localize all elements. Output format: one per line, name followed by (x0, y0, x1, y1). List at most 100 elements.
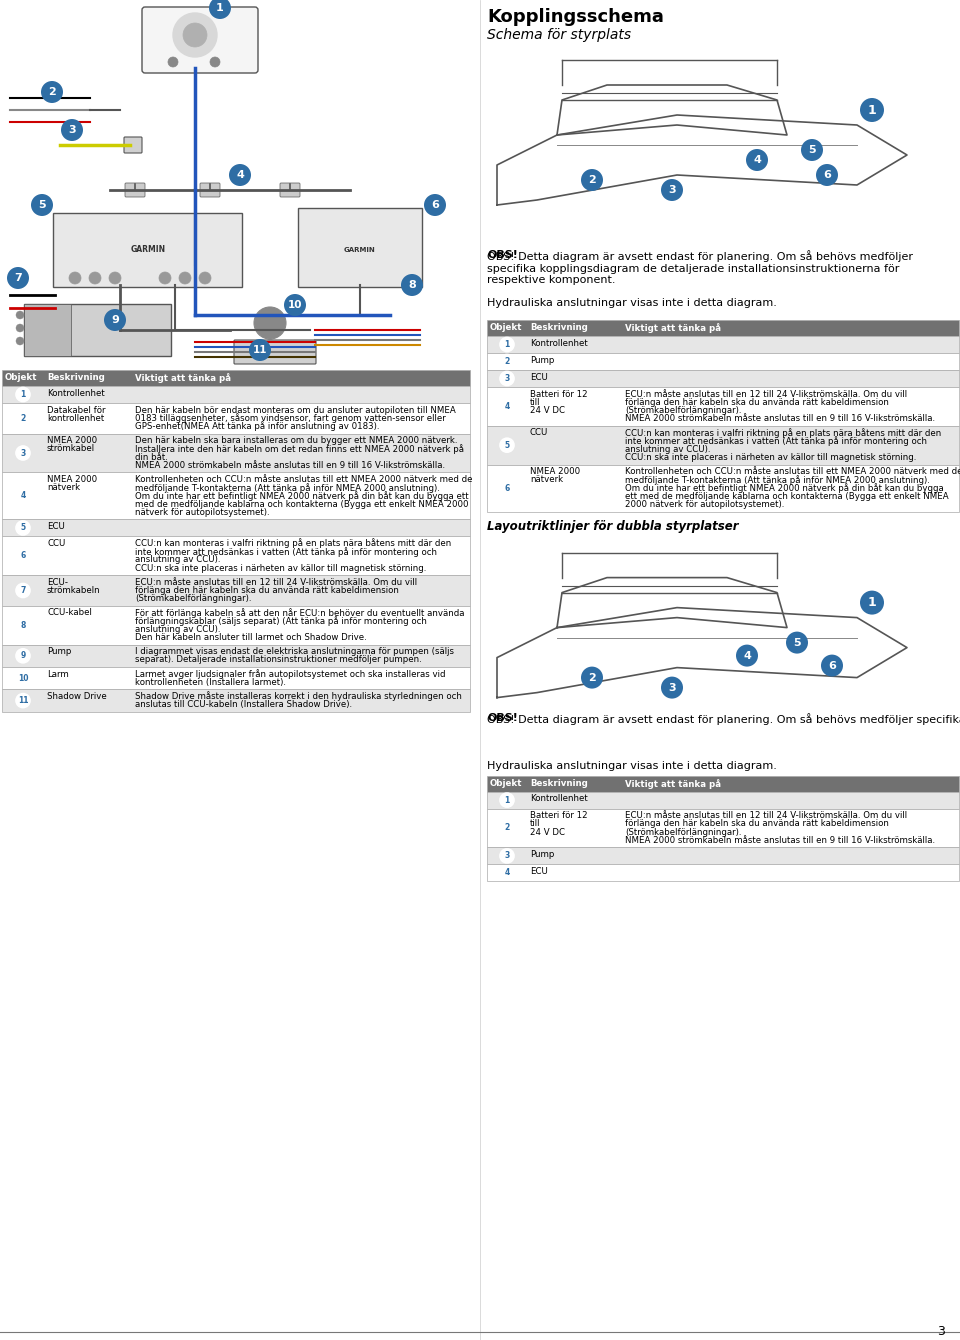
Text: Om du inte har ett befintligt NMEA 2000 nätverk på din båt kan du bygga: Om du inte har ett befintligt NMEA 2000 … (625, 484, 944, 493)
Circle shape (736, 645, 758, 666)
Circle shape (424, 194, 446, 216)
Circle shape (16, 489, 30, 502)
Text: Pump: Pump (530, 850, 554, 859)
Text: anslutning av CCU).: anslutning av CCU). (135, 624, 221, 634)
Text: Shadow Drive måste installeras korrekt i den hydrauliska styrledningen och: Shadow Drive måste installeras korrekt i… (135, 691, 462, 701)
Circle shape (816, 163, 838, 186)
Circle shape (16, 583, 30, 598)
Text: CCU-kabel: CCU-kabel (47, 608, 92, 618)
Circle shape (209, 0, 231, 19)
Circle shape (860, 591, 884, 615)
Text: förlänga den här kabeln ska du använda rätt kabeldimension: förlänga den här kabeln ska du använda r… (625, 398, 889, 407)
Text: 2: 2 (504, 356, 510, 366)
Circle shape (500, 371, 514, 386)
FancyBboxPatch shape (2, 645, 470, 667)
Text: 2: 2 (20, 414, 26, 423)
Circle shape (821, 655, 843, 677)
Circle shape (249, 339, 271, 360)
Text: ett med de medföljande kablarna och kontakterna (Bygga ett enkelt NMEA: ett med de medföljande kablarna och kont… (625, 492, 948, 501)
Text: till: till (530, 819, 540, 828)
Text: 24 V DC: 24 V DC (530, 406, 565, 415)
Text: (Strömkabelförlängningar).: (Strömkabelförlängningar). (625, 828, 741, 836)
FancyBboxPatch shape (2, 520, 470, 536)
Text: 0183 tilläggsenheter, såsom vindsensor, fart genom vatten-sensor eller: 0183 tilläggsenheter, såsom vindsensor, … (135, 413, 445, 423)
Text: Kontrollenhet: Kontrollenhet (530, 339, 588, 347)
Text: Shadow Drive: Shadow Drive (47, 691, 107, 701)
Text: 10: 10 (17, 674, 28, 682)
Circle shape (661, 677, 683, 698)
Circle shape (31, 194, 53, 216)
Text: separat). Detaljerade installationsinstruktioner medföljer pumpen.: separat). Detaljerade installationsinstr… (135, 655, 421, 665)
Circle shape (16, 649, 30, 663)
Text: Datakabel för: Datakabel för (47, 406, 106, 414)
Text: I diagrammet visas endast de elektriska anslutningarna för pumpen (säljs: I diagrammet visas endast de elektriska … (135, 647, 454, 657)
Text: Beskrivning: Beskrivning (47, 374, 105, 382)
Text: Viktigt att tänka på: Viktigt att tänka på (625, 779, 721, 788)
Text: Den här kabeln ansluter till larmet och Shadow Drive.: Den här kabeln ansluter till larmet och … (135, 632, 367, 642)
Text: strömkabel: strömkabel (47, 445, 95, 453)
Text: Kontrollenheten och CCU:n måste anslutas till ett NMEA 2000 nätverk med de: Kontrollenheten och CCU:n måste anslutas… (625, 468, 960, 476)
Text: kontrollenhet: kontrollenhet (47, 414, 105, 423)
Text: Objekt: Objekt (5, 374, 37, 382)
FancyBboxPatch shape (2, 370, 470, 386)
Text: 3: 3 (20, 449, 26, 457)
Circle shape (179, 272, 191, 284)
Text: Hydrauliska anslutningar visas inte i detta diagram.: Hydrauliska anslutningar visas inte i de… (487, 761, 777, 770)
Text: kontrollenheten (Installera larmet).: kontrollenheten (Installera larmet). (135, 678, 286, 687)
Circle shape (41, 80, 63, 103)
Text: ECU:n måste anslutas till en 12 till 24 V-likströmskälla. Om du vill: ECU:n måste anslutas till en 12 till 24 … (625, 811, 907, 820)
Text: förlänga den här kabeln ska du använda rätt kabeldimension: förlänga den här kabeln ska du använda r… (135, 586, 398, 595)
Text: ECU:n måste anslutas till en 12 till 24 V-likströmskälla. Om du vill: ECU:n måste anslutas till en 12 till 24 … (135, 578, 418, 587)
FancyBboxPatch shape (200, 184, 220, 197)
Text: 6: 6 (504, 484, 510, 493)
Text: 6: 6 (20, 551, 26, 560)
Text: 7: 7 (20, 586, 26, 595)
Text: Den här kabeln ska bara installeras om du bygger ett NMEA 2000 nätverk.: Den här kabeln ska bara installeras om d… (135, 437, 458, 445)
Text: anslutning av CCU).: anslutning av CCU). (135, 555, 221, 564)
Text: 2: 2 (48, 87, 56, 96)
FancyBboxPatch shape (2, 386, 470, 403)
Text: ECU-: ECU- (47, 578, 68, 587)
Text: (Strömkabelförlängningar).: (Strömkabelförlängningar). (625, 406, 741, 415)
Circle shape (500, 399, 514, 414)
Text: Kontrollenhet: Kontrollenhet (530, 795, 588, 803)
Text: NMEA 2000 strömkabeln måste anslutas till en 9 till 16 V-likströmskälla.: NMEA 2000 strömkabeln måste anslutas til… (625, 836, 935, 844)
Circle shape (159, 272, 171, 284)
Text: 3: 3 (504, 851, 510, 860)
Text: 9: 9 (20, 651, 26, 661)
Circle shape (229, 163, 251, 186)
Text: 6: 6 (823, 170, 831, 180)
Text: Kontrollenhet: Kontrollenhet (47, 389, 105, 398)
Circle shape (16, 694, 30, 708)
Circle shape (16, 446, 30, 460)
Text: nätverk: nätverk (47, 484, 80, 492)
Circle shape (500, 481, 514, 494)
Text: GARMIN: GARMIN (344, 247, 376, 253)
Circle shape (109, 272, 121, 284)
Circle shape (16, 311, 24, 319)
Text: För att förlänga kabeln så att den når ECU:n behöver du eventuellt använda: För att förlänga kabeln så att den når E… (135, 608, 465, 618)
Text: 3: 3 (68, 125, 76, 135)
Text: 8: 8 (408, 280, 416, 289)
FancyBboxPatch shape (125, 184, 145, 197)
FancyBboxPatch shape (487, 387, 959, 426)
Circle shape (786, 631, 808, 654)
Circle shape (500, 338, 514, 351)
Circle shape (16, 387, 30, 402)
Text: GPS-enhet(NMEA Att tänka på inför anslutning av 0183).: GPS-enhet(NMEA Att tänka på inför anslut… (135, 422, 379, 431)
Circle shape (61, 119, 83, 141)
Text: 2: 2 (588, 673, 596, 682)
Text: Installera inte den här kabeln om det redan finns ett NMEA 2000 nätverk på: Installera inte den här kabeln om det re… (135, 444, 464, 454)
Circle shape (69, 272, 81, 284)
Circle shape (16, 336, 24, 344)
FancyBboxPatch shape (487, 426, 959, 465)
FancyBboxPatch shape (124, 137, 142, 153)
Text: 11: 11 (17, 695, 28, 705)
Text: Den här kabeln bör endast monteras om du ansluter autopiloten till NMEA: Den här kabeln bör endast monteras om du… (135, 406, 456, 414)
Text: 9: 9 (111, 315, 119, 326)
FancyBboxPatch shape (234, 340, 316, 364)
Text: OBS! Detta diagram är avsett endast för planering. Om så behövs medföljer specif: OBS! Detta diagram är avsett endast för … (487, 251, 913, 285)
Circle shape (500, 866, 514, 880)
Circle shape (581, 666, 603, 689)
Text: nätverk för autopilotsystemet).: nätverk för autopilotsystemet). (135, 508, 270, 517)
